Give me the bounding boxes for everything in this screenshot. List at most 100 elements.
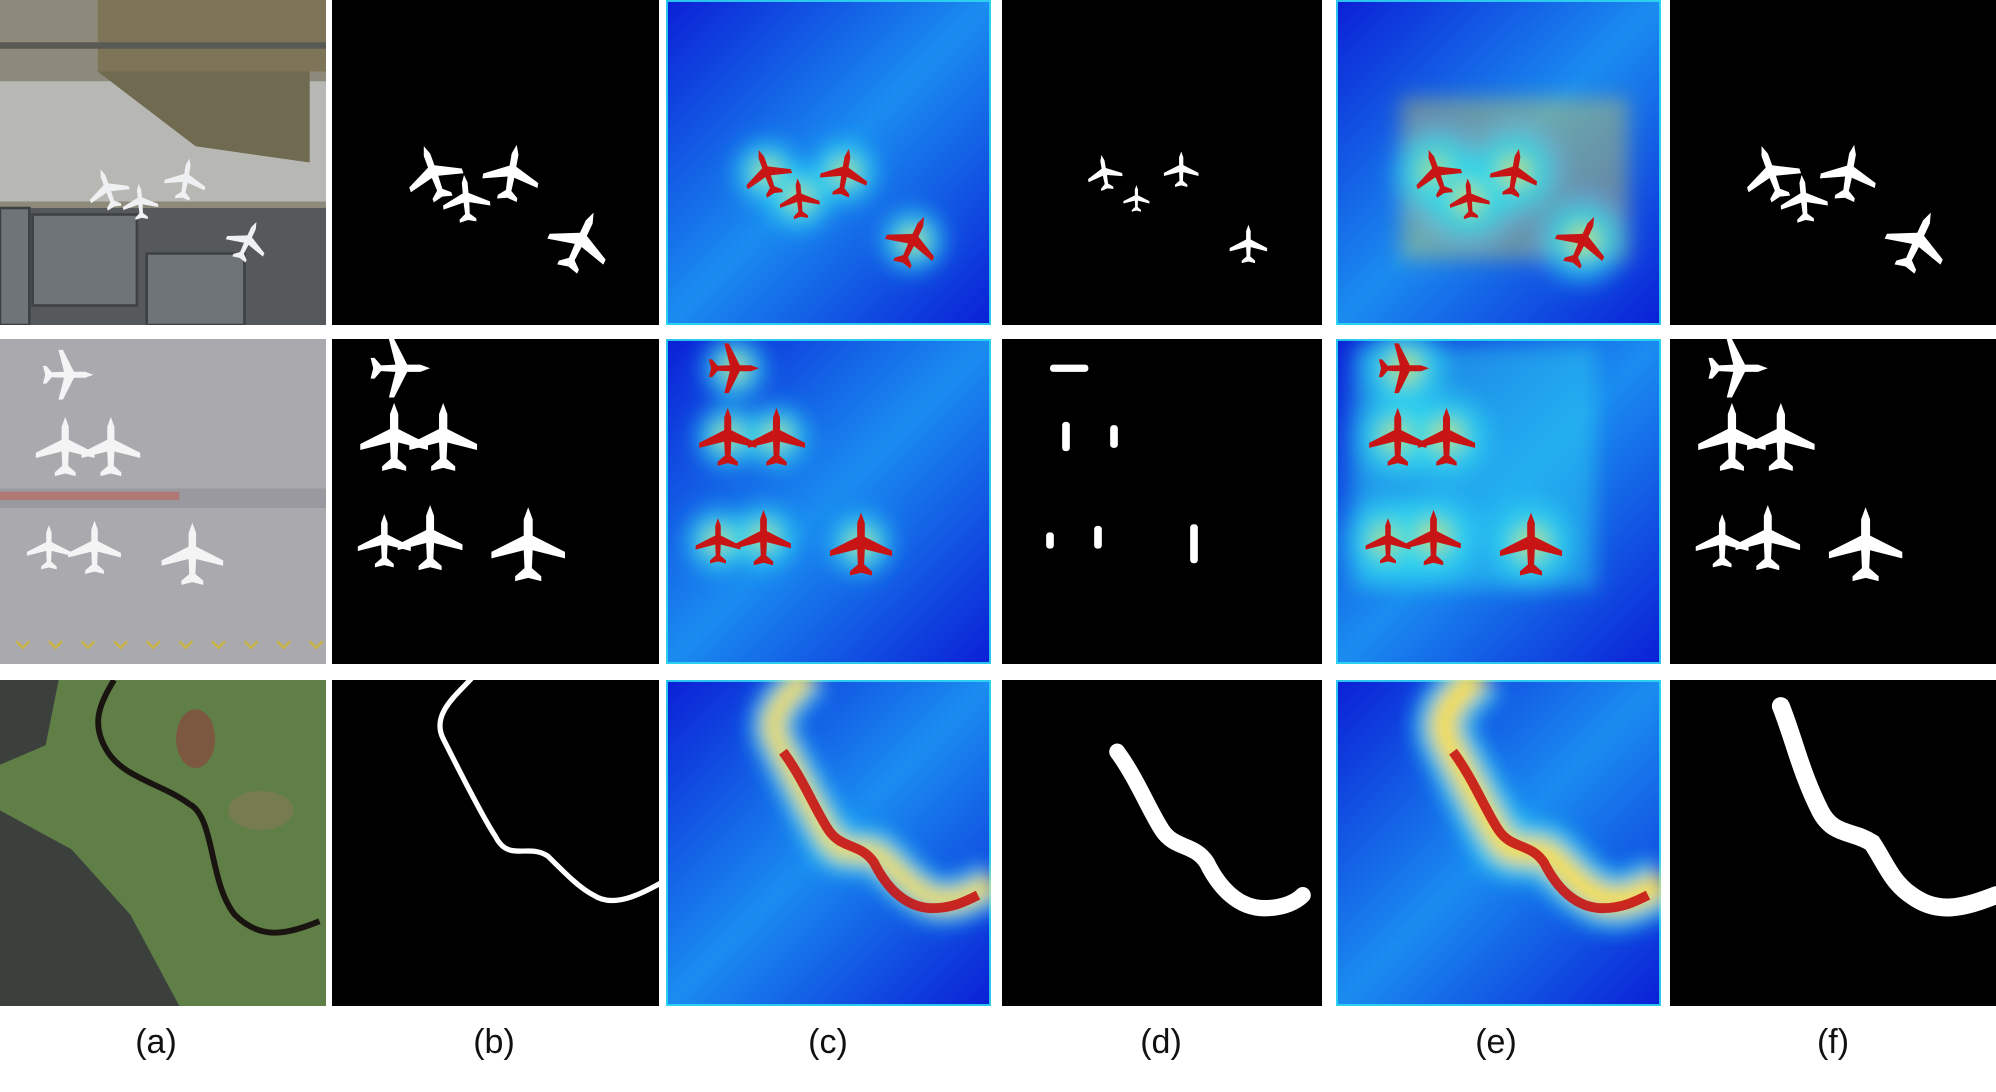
panel-row-2-col-e bbox=[1336, 339, 1661, 664]
panel-row-1-col-d bbox=[1002, 0, 1322, 325]
mask-airplane-2 bbox=[1780, 174, 1828, 223]
heatmap-hotspot-4 bbox=[884, 216, 935, 269]
mask-airplane-4 bbox=[1695, 514, 1749, 568]
panel-row-2-col-d bbox=[1002, 339, 1322, 664]
heatmap-hotspot-3 bbox=[819, 148, 868, 198]
photo-airplane-3 bbox=[164, 158, 206, 201]
photo-airplane-2 bbox=[122, 184, 159, 220]
panel-image-river-forest-b bbox=[332, 680, 659, 1006]
mask-airplane-1 bbox=[1088, 154, 1123, 192]
mask-airplane-2 bbox=[443, 174, 491, 223]
heatmap-hotspot-1 bbox=[746, 150, 793, 198]
caption-c: (c) bbox=[808, 1023, 848, 1061]
heatmap-hotspot-3 bbox=[1489, 148, 1538, 198]
photo-airplane-3 bbox=[81, 417, 141, 477]
panel-row-2-col-b bbox=[332, 339, 659, 664]
mask-airplane-1 bbox=[1746, 146, 1802, 203]
photo-airplane-4 bbox=[26, 525, 71, 570]
mask-airplane-5 bbox=[397, 505, 463, 571]
heatmap-hotspot-4 bbox=[695, 518, 741, 564]
panel-row-1-col-f bbox=[1670, 0, 1996, 325]
panel-row-1-col-a bbox=[0, 0, 326, 325]
mask-airplane-3 bbox=[1819, 144, 1876, 202]
heatmap-river-hotspot bbox=[779, 748, 981, 914]
panel-image-airport-apron-c bbox=[666, 0, 991, 325]
mask-airplane-5 bbox=[1735, 505, 1801, 571]
mask-airplane-6 bbox=[1828, 507, 1903, 582]
mask-airplane-6 bbox=[1190, 524, 1198, 564]
heatmap-hotspot-6 bbox=[829, 512, 893, 576]
photo-airplane-6 bbox=[161, 522, 224, 585]
mask-airplane-2 bbox=[1062, 421, 1070, 452]
mask-airplane-2 bbox=[1123, 185, 1150, 212]
panel-row-1-col-e bbox=[1336, 0, 1661, 325]
panel-image-river-forest-d bbox=[1002, 680, 1322, 1006]
mask-airplane-1 bbox=[1050, 364, 1089, 372]
mask-airplane-4 bbox=[1229, 224, 1268, 264]
mask-airplane-5 bbox=[1094, 525, 1102, 549]
mask-airplane-4 bbox=[1884, 212, 1943, 274]
heatmap-hotspot-5 bbox=[1406, 509, 1461, 566]
photo-airplane-5 bbox=[68, 520, 121, 574]
mask-river bbox=[1771, 697, 1996, 917]
heatmap-hotspot-4 bbox=[1365, 518, 1411, 564]
mask-airplane-3 bbox=[1110, 425, 1118, 448]
heatmap-hotspot-1 bbox=[1378, 343, 1430, 394]
panel-image-airfield-parking-b bbox=[332, 339, 659, 664]
heatmap-hotspot-5 bbox=[736, 509, 791, 566]
photo-airplane-4 bbox=[225, 221, 265, 263]
photo-airplane-1 bbox=[42, 349, 94, 400]
mask-airplane-6 bbox=[491, 507, 565, 582]
photo-airplane-1 bbox=[89, 169, 130, 211]
panel-image-airport-apron-f bbox=[1670, 0, 1996, 325]
heatmap-hotspot-3 bbox=[747, 407, 806, 466]
mask-airplane-3 bbox=[409, 402, 478, 471]
mask-river bbox=[437, 680, 659, 904]
heatmap-hotspot-4 bbox=[1554, 216, 1605, 269]
panel-row-3-col-a bbox=[0, 680, 326, 1006]
panel-row-3-col-c bbox=[666, 680, 991, 1006]
heatmap-hotspot-6 bbox=[1499, 512, 1563, 576]
heatmap-hotspot-2 bbox=[1449, 178, 1490, 220]
panel-image-river-forest-f bbox=[1670, 680, 1996, 1006]
panel-image-airfield-parking-d bbox=[1002, 339, 1322, 664]
mask-airplane-4 bbox=[357, 514, 411, 568]
mask-airplane-3 bbox=[1747, 402, 1815, 471]
panel-image-airport-apron-d bbox=[1002, 0, 1322, 325]
heatmap-hotspot-1 bbox=[708, 343, 760, 394]
heatmap-hotspot-2 bbox=[699, 407, 757, 466]
panel-image-airfield-parking-f bbox=[1670, 339, 1996, 664]
mask-airplane-4 bbox=[547, 212, 606, 274]
heatmap-hotspot-2 bbox=[1369, 407, 1427, 466]
mask-airplane-3 bbox=[482, 144, 539, 202]
caption-e: (e) bbox=[1475, 1023, 1517, 1061]
panel-row-3-col-d bbox=[1002, 680, 1322, 1006]
mask-airplane-1 bbox=[409, 146, 464, 203]
panel-row-2-col-f bbox=[1670, 339, 1996, 664]
panel-row-1-col-c bbox=[666, 0, 991, 325]
panel-row-3-col-b bbox=[332, 680, 659, 1006]
mask-airplane-4 bbox=[1046, 532, 1054, 549]
panel-image-airfield-parking-e bbox=[1336, 339, 1661, 664]
heatmap-river-hotspot bbox=[1449, 748, 1651, 914]
mask-airplane-1 bbox=[370, 339, 431, 398]
panel-image-airport-apron-b bbox=[332, 0, 659, 325]
mask-airplane-1 bbox=[1708, 339, 1768, 398]
panel-image-airport-apron-e bbox=[1336, 0, 1661, 325]
panel-row-3-col-f bbox=[1670, 680, 1996, 1006]
caption-d: (d) bbox=[1140, 1023, 1182, 1061]
panel-row-2-col-a bbox=[0, 339, 326, 664]
panel-row-2-col-c bbox=[666, 339, 991, 664]
panel-row-3-col-e bbox=[1336, 680, 1661, 1006]
panel-image-river-forest-e bbox=[1336, 680, 1661, 1006]
panel-image-airport-apron-a bbox=[0, 0, 326, 325]
caption-f: (f) bbox=[1816, 1023, 1850, 1061]
mask-river bbox=[1109, 743, 1311, 917]
panel-image-river-forest-a bbox=[0, 680, 326, 1006]
panel-image-river-forest-c bbox=[666, 680, 991, 1006]
caption-b: (b) bbox=[473, 1023, 515, 1061]
panel-image-airfield-parking-c bbox=[666, 339, 991, 664]
panel-image-airfield-parking-a bbox=[0, 339, 326, 664]
mask-airplane-2 bbox=[1698, 402, 1766, 471]
